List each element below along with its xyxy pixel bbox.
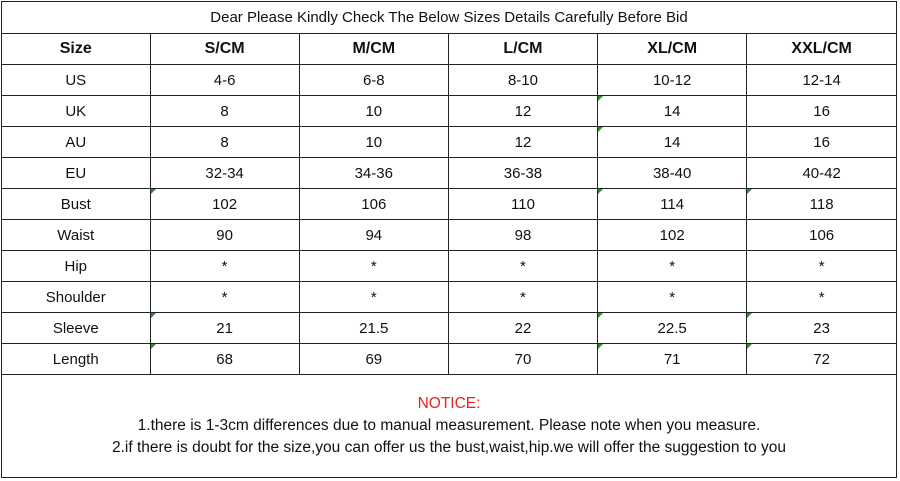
row-label: Waist	[2, 219, 151, 251]
table-header-row: Size S/CM M/CM L/CM XL/CM XXL/CM	[2, 34, 896, 65]
table-cell: *	[447, 281, 599, 313]
table-cell: 22.5	[597, 312, 748, 344]
notice-line-1: 1.there is 1-3cm differences due to manu…	[137, 417, 761, 434]
table-cell: 32-34	[149, 157, 300, 189]
header-s: S/CM	[149, 34, 300, 65]
table-cell: 8	[149, 126, 300, 158]
row-label: US	[2, 64, 151, 96]
header-size: Size	[2, 34, 151, 65]
row-label: AU	[2, 126, 151, 158]
table-cell: 72	[746, 343, 896, 375]
table-cell: *	[746, 281, 896, 313]
header-l: L/CM	[447, 34, 599, 65]
table-row: Bust 102 106 110 114 118	[2, 188, 896, 220]
table-cell: *	[597, 250, 748, 282]
table-cell: 118	[746, 188, 896, 220]
row-label: Sleeve	[2, 312, 151, 344]
table-cell: 21.5	[298, 312, 449, 344]
table-cell: *	[298, 250, 449, 282]
table-cell: 34-36	[298, 157, 449, 189]
table-cell: *	[149, 250, 300, 282]
table-row: Hip * * * * *	[2, 250, 896, 282]
table-cell: 102	[149, 188, 300, 220]
table-row: UK 8 10 12 14 16	[2, 95, 896, 127]
table-cell: 36-38	[447, 157, 599, 189]
table-cell: *	[149, 281, 300, 313]
table-row: Sleeve 21 21.5 22 22.5 23	[2, 312, 896, 344]
row-label: Hip	[2, 250, 151, 282]
table-cell: 90	[149, 219, 300, 251]
table-cell: 12	[447, 95, 599, 127]
table-cell: 71	[597, 343, 748, 375]
row-label: Length	[2, 343, 151, 375]
table-cell: 114	[597, 188, 748, 220]
table-cell: *	[298, 281, 449, 313]
table-cell: 4-6	[149, 64, 300, 96]
notice-line-2: 2.if there is doubt for the size,you can…	[111, 439, 787, 456]
table-row: EU 32-34 34-36 36-38 38-40 40-42	[2, 157, 896, 189]
table-cell: *	[597, 281, 748, 313]
row-label: UK	[2, 95, 151, 127]
table-row: Length 68 69 70 71 72	[2, 343, 896, 375]
table-cell: 70	[447, 343, 599, 375]
chart-title: Dear Please Kindly Check The Below Sizes…	[2, 2, 896, 34]
table-row: US 4-6 6-8 8-10 10-12 12-14	[2, 64, 896, 96]
table-cell: 14	[597, 95, 748, 127]
header-m: M/CM	[298, 34, 449, 65]
header-xl: XL/CM	[597, 34, 748, 65]
table-cell: *	[447, 250, 599, 282]
table-cell: 8	[149, 95, 300, 127]
row-label: Bust	[2, 188, 151, 220]
table-cell: 102	[597, 219, 748, 251]
table-cell: 12	[447, 126, 599, 158]
notice-section: NOTICE: 1.there is 1-3cm differences due…	[2, 375, 896, 477]
table-cell: 40-42	[746, 157, 896, 189]
size-table: Size S/CM M/CM L/CM XL/CM XXL/CM US 4-6 …	[2, 34, 896, 375]
table-cell: 16	[746, 95, 896, 127]
table-cell: 12-14	[746, 64, 896, 96]
table-cell: 10-12	[597, 64, 748, 96]
table-cell: 98	[447, 219, 599, 251]
table-cell: 8-10	[447, 64, 599, 96]
table-cell: 68	[149, 343, 300, 375]
table-cell: 106	[746, 219, 896, 251]
table-row: Shoulder * * * * *	[2, 281, 896, 313]
table-cell: 10	[298, 95, 449, 127]
notice-heading: NOTICE:	[417, 395, 481, 412]
row-label: Shoulder	[2, 281, 151, 313]
table-cell: 106	[298, 188, 449, 220]
row-label: EU	[2, 157, 151, 189]
table-cell: 110	[447, 188, 599, 220]
table-cell: 21	[149, 312, 300, 344]
table-cell: 69	[298, 343, 449, 375]
header-xxl: XXL/CM	[746, 34, 896, 65]
table-cell: 10	[298, 126, 449, 158]
table-cell: *	[746, 250, 896, 282]
table-row: AU 8 10 12 14 16	[2, 126, 896, 158]
table-row: Waist 90 94 98 102 106	[2, 219, 896, 251]
table-cell: 38-40	[597, 157, 748, 189]
table-cell: 23	[746, 312, 896, 344]
table-cell: 14	[597, 126, 748, 158]
table-cell: 22	[447, 312, 599, 344]
table-cell: 6-8	[298, 64, 449, 96]
table-cell: 94	[298, 219, 449, 251]
table-cell: 16	[746, 126, 896, 158]
